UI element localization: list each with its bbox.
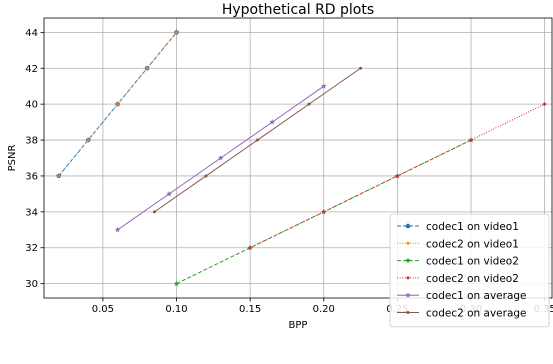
data-point: [173, 280, 180, 287]
series-4: [248, 102, 547, 250]
data-point: [395, 174, 399, 178]
series-6: [152, 66, 363, 214]
data-point: [269, 119, 276, 125]
legend: codec1 on video1 codec2 on video1 codec1 o…: [389, 213, 550, 328]
x-axis-label: BPP: [289, 320, 308, 331]
legend-swatch-marker: [405, 223, 411, 229]
y-tick-label: 36: [25, 171, 38, 182]
plot-frame: [43, 17, 553, 299]
legend-entry-label: codec1 on video1: [426, 221, 519, 233]
legend-swatch-marker: [406, 276, 410, 280]
x-tick-label: 0.15: [239, 304, 261, 315]
data-point: [469, 138, 473, 142]
data-point: [152, 210, 156, 214]
x-tick-label: 0.10: [165, 304, 187, 315]
legend-entry-label: codec2 on video1: [426, 238, 519, 250]
legend-entry-label: codec1 on video2: [426, 256, 519, 268]
data-point: [322, 210, 326, 214]
data-point: [248, 246, 252, 250]
legend-swatch-marker: [406, 241, 410, 245]
chart-title: Hypothetical RD plots: [222, 2, 374, 18]
legend-swatch-marker: [405, 257, 411, 264]
grid-lines: [44, 18, 552, 298]
legend-swatch-marker: [406, 311, 410, 314]
legend-box: [389, 213, 550, 328]
data-point: [217, 155, 224, 161]
legend-entry-label: codec2 on video2: [426, 273, 519, 285]
series-group: [56, 29, 547, 287]
y-tick-label: 38: [25, 136, 38, 147]
data-point: [86, 138, 90, 142]
y-tick-label: 40: [25, 100, 38, 111]
y-tick-label: 30: [25, 279, 38, 290]
data-point: [175, 30, 179, 34]
data-point: [359, 66, 363, 70]
legend-entry-label: codec2 on average: [426, 308, 527, 320]
y-tick-label: 42: [25, 64, 38, 75]
series-5: [114, 83, 327, 233]
y-tick-label: 44: [25, 28, 38, 39]
data-point: [116, 102, 120, 106]
data-point: [256, 138, 260, 142]
data-point: [307, 102, 311, 106]
y-axis-ticks: 30 32 34 36 38 40 42 44: [25, 28, 44, 290]
y-tick-label: 32: [25, 243, 38, 254]
legend-entry-label: codec1 on average: [426, 290, 527, 302]
data-point: [166, 190, 173, 197]
data-point: [57, 174, 61, 178]
data-point: [145, 66, 149, 70]
x-tick-label: 0.20: [313, 304, 335, 315]
y-tick-label: 34: [25, 207, 38, 218]
x-tick-label: 0.05: [92, 304, 114, 315]
legend-swatch-marker: [405, 292, 411, 298]
data-point: [114, 226, 121, 233]
data-point: [320, 83, 327, 89]
data-point: [204, 174, 208, 178]
data-point: [543, 102, 547, 106]
y-axis-label: PSNR: [7, 145, 18, 172]
series-2: [57, 30, 179, 178]
